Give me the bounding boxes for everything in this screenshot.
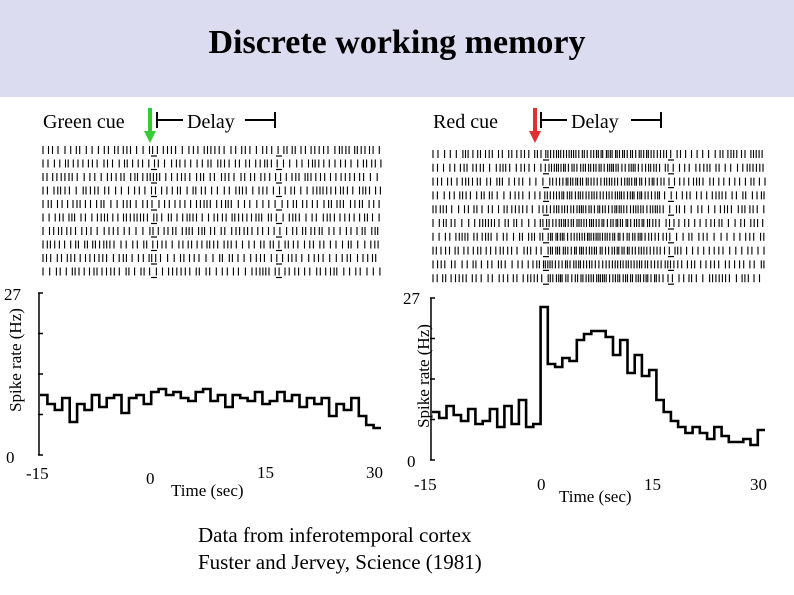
raster-trial-1	[42, 159, 382, 168]
xtick-1-a: -15	[26, 464, 49, 483]
xtick-2-a: -15	[414, 475, 437, 494]
raster-trial-1	[42, 200, 380, 208]
xtick-1-c: 15	[257, 463, 274, 482]
cue-label-1: Green cue	[43, 111, 125, 133]
ytick-bottom-2: 0	[407, 452, 416, 471]
ylabel-1: Spike rate (Hz)	[6, 308, 25, 412]
chart-marks	[38, 108, 766, 461]
xtick-2-c: 15	[644, 475, 661, 494]
xtick-2-b: 0	[537, 475, 546, 494]
ylabel-2: Spike rate (Hz)	[414, 324, 433, 428]
raster-trial-2	[432, 150, 763, 158]
ytick-bottom-1: 0	[6, 448, 15, 467]
caption-citation: Fuster and Jervey, Science (1981)	[198, 550, 482, 574]
rate-trace-1	[40, 387, 381, 430]
raster-trial-2	[432, 246, 765, 255]
rate-trace-2	[432, 305, 765, 447]
raster-trial-1	[42, 213, 380, 222]
xlabel-1: Time (sec)	[171, 481, 244, 500]
raster-trial-1	[42, 227, 379, 235]
xtick-1-b: 0	[146, 469, 155, 488]
slide-title: Discrete working memory	[208, 24, 586, 61]
raster-trial-2	[432, 191, 765, 200]
raster-trial-1	[42, 173, 378, 181]
raster-trial-1	[42, 267, 381, 276]
xtick-1-d: 30	[366, 463, 383, 482]
raster-trial-1	[42, 254, 377, 262]
raster-trial-2	[432, 274, 761, 283]
raster-trial-2	[432, 232, 765, 241]
delay-label-1: Delay	[187, 111, 235, 133]
cue-arrow-head-2	[529, 131, 541, 143]
cue-arrow-head-1	[144, 131, 156, 143]
xlabel-2: Time (sec)	[559, 487, 632, 506]
delay-label-2: Delay	[571, 111, 619, 133]
cue-label-2: Red cue	[433, 111, 498, 133]
raster-trial-2	[432, 260, 765, 269]
raster-trial-2	[432, 177, 766, 186]
caption: Data from inferotemporal cortex Fuster a…	[198, 522, 482, 576]
raster-trial-1	[42, 240, 379, 249]
raster-trial-1	[42, 146, 380, 154]
xtick-2-d: 30	[750, 475, 767, 494]
ytick-top-2: 27	[403, 289, 421, 308]
raster-trial-1	[42, 186, 381, 195]
ytick-top-1: 27	[4, 285, 22, 304]
title-band	[0, 0, 794, 97]
caption-source: Data from inferotemporal cortex	[198, 523, 472, 547]
raster-trial-2	[432, 163, 764, 172]
raster-trial-2	[432, 219, 764, 227]
raster-trial-2	[432, 205, 765, 214]
